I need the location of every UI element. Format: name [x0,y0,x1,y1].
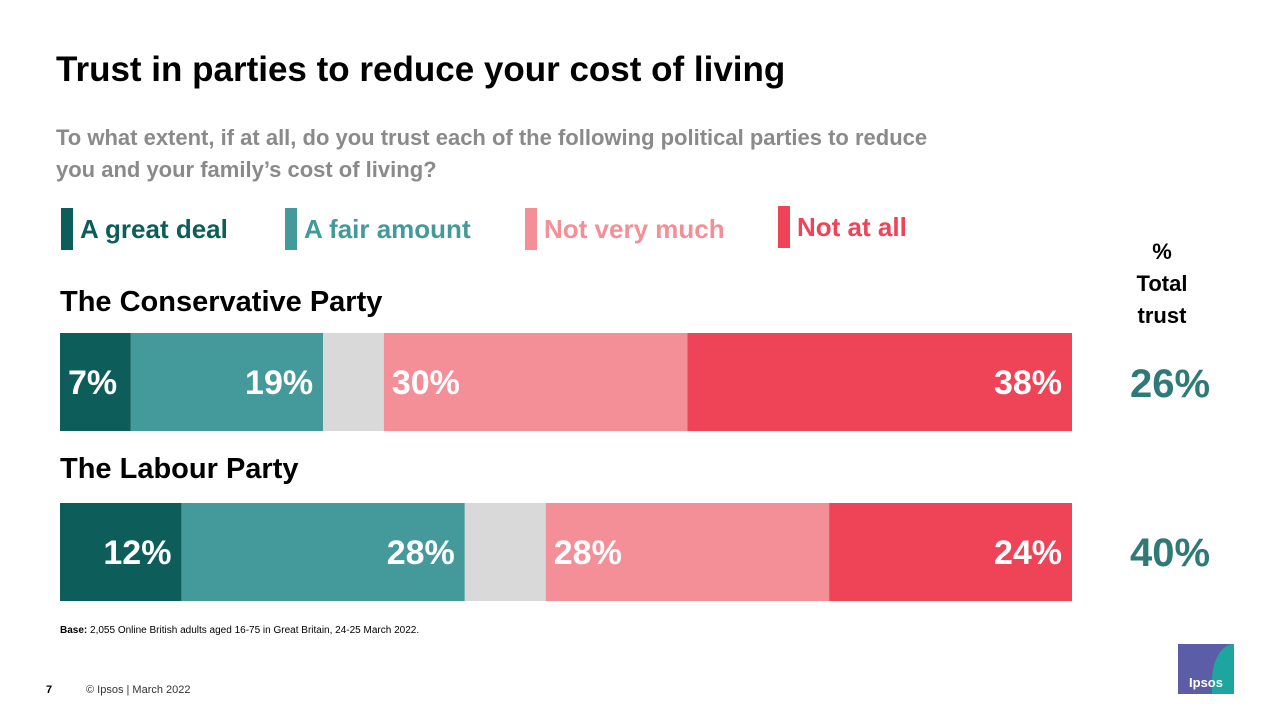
total-header-line: Total [1136,271,1188,296]
data-label: 28% [387,534,455,572]
total-trust-header: % Total trust [1120,236,1204,332]
page-number: 7 [46,684,53,696]
base-note-label: Base: [60,625,88,636]
bar-segment [383,333,688,431]
data-label: 24% [994,534,1062,572]
data-label: 19% [245,364,313,402]
total-header-line: trust [1137,303,1187,328]
legend-label: Not very much [544,213,725,244]
total-trust-conservative: 26% [1129,362,1211,406]
bar-segment [60,503,182,601]
legend-swatch [285,208,297,250]
bar-segment [181,503,465,601]
legend-item-not-at-all: Not at all [778,206,907,248]
data-label: 7% [68,364,117,402]
bar-segment [687,333,1072,431]
logo-accent [1212,644,1234,694]
footer-copyright: © Ipsos | March 2022 [86,684,191,696]
legend-swatch [525,208,537,250]
page-title: Trust in parties to reduce your cost of … [56,50,786,89]
bar-segment [464,503,546,601]
data-label: 12% [103,534,171,572]
total-trust-labour: 40% [1129,531,1211,575]
logo-text: Ipsos [1189,675,1223,690]
total-header-line: % [1152,239,1172,264]
bar-segment [829,503,1072,601]
bar-segment [130,333,324,431]
legend-label: A great deal [80,213,228,244]
party-label-conservative: The Conservative Party [60,286,383,318]
legend-label: Not at all [797,211,907,242]
bar-segment [60,333,131,431]
party-label-labour: The Labour Party [60,453,299,485]
legend-swatch [61,208,73,250]
legend-item-not-very-much: Not very much [525,208,725,250]
data-label: 30% [392,364,460,402]
legend-swatch [778,206,790,248]
ipsos-logo: Ipsos [1178,644,1234,694]
survey-question: To what extent, if at all, do you trust … [56,125,928,182]
base-note-text: 2,055 Online British adults aged 16-75 i… [87,625,420,636]
bar-segment [323,333,384,431]
base-note: Base: 2,055 Online British adults aged 1… [60,625,419,636]
bar-segment [545,503,830,601]
data-label: 38% [994,364,1062,402]
data-label: 28% [554,534,622,572]
legend-item-great-deal: A great deal [61,208,228,250]
legend-item-fair-amount: A fair amount [285,208,471,250]
legend-label: A fair amount [304,213,471,244]
